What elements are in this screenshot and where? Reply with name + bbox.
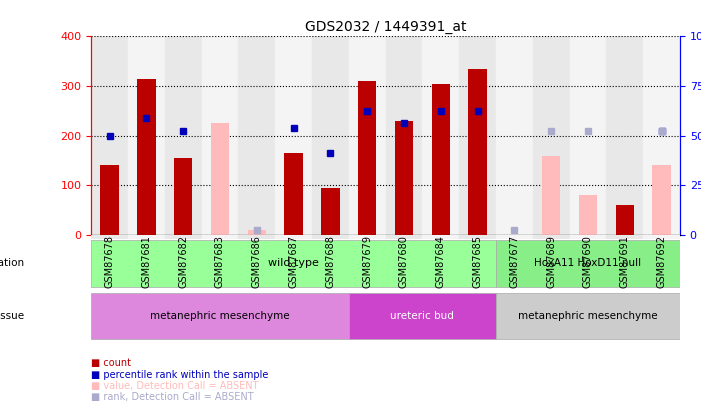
Bar: [91, 292, 349, 339]
Text: ■ count: ■ count: [91, 358, 131, 369]
Text: GSM87687: GSM87687: [289, 235, 299, 288]
Text: GSM87685: GSM87685: [472, 235, 482, 288]
Bar: [386, 235, 422, 239]
Bar: [644, 235, 680, 239]
Bar: [468, 69, 486, 235]
Bar: [422, 36, 459, 235]
Text: metanephric mesenchyme: metanephric mesenchyme: [518, 311, 658, 321]
Bar: [202, 36, 238, 235]
Text: ■ value, Detection Call = ABSENT: ■ value, Detection Call = ABSENT: [91, 381, 259, 391]
Text: GSM87681: GSM87681: [142, 235, 151, 288]
Bar: [202, 235, 238, 239]
Bar: [275, 235, 312, 239]
Bar: [91, 235, 128, 239]
Text: GSM87684: GSM87684: [436, 235, 446, 288]
Bar: [653, 165, 671, 235]
Text: metanephric mesenchyme: metanephric mesenchyme: [150, 311, 290, 321]
Text: ■ percentile rank within the sample: ■ percentile rank within the sample: [91, 370, 268, 380]
Bar: [174, 158, 192, 235]
Bar: [358, 81, 376, 235]
Bar: [349, 36, 386, 235]
Text: HoxA11 HoxD11 null: HoxA11 HoxD11 null: [534, 258, 641, 268]
Bar: [128, 235, 165, 239]
Bar: [579, 195, 597, 235]
Bar: [644, 36, 680, 235]
Text: GSM87678: GSM87678: [104, 235, 114, 288]
Text: GSM87691: GSM87691: [620, 235, 629, 288]
Bar: [275, 36, 312, 235]
Bar: [606, 235, 644, 239]
Bar: [459, 235, 496, 239]
Bar: [100, 165, 118, 235]
Bar: [165, 235, 202, 239]
Bar: [569, 235, 606, 239]
Text: genotype/variation: genotype/variation: [0, 258, 25, 268]
Bar: [459, 36, 496, 235]
Bar: [91, 36, 128, 235]
Text: GSM87680: GSM87680: [399, 235, 409, 288]
Bar: [533, 36, 570, 235]
Text: GSM87679: GSM87679: [362, 235, 372, 288]
Text: ureteric bud: ureteric bud: [390, 311, 454, 321]
Text: GSM87688: GSM87688: [325, 235, 335, 288]
Text: GSM87690: GSM87690: [583, 235, 593, 288]
Text: GSM87683: GSM87683: [215, 235, 225, 288]
Text: GSM87686: GSM87686: [252, 235, 261, 288]
Text: wild type: wild type: [268, 258, 319, 268]
Bar: [496, 36, 533, 235]
Bar: [321, 188, 339, 235]
Bar: [496, 235, 533, 239]
Bar: [312, 235, 349, 239]
Text: ■ rank, Detection Call = ABSENT: ■ rank, Detection Call = ABSENT: [91, 392, 254, 403]
Bar: [238, 235, 275, 239]
Bar: [606, 36, 644, 235]
Bar: [496, 240, 680, 287]
Bar: [91, 240, 496, 287]
Bar: [432, 83, 450, 235]
Text: tissue: tissue: [0, 311, 25, 321]
Bar: [247, 230, 266, 235]
Text: GSM87689: GSM87689: [546, 235, 556, 288]
Title: GDS2032 / 1449391_at: GDS2032 / 1449391_at: [305, 20, 466, 34]
Bar: [238, 36, 275, 235]
Bar: [165, 36, 202, 235]
Bar: [496, 292, 680, 339]
Bar: [285, 153, 303, 235]
Bar: [128, 36, 165, 235]
Bar: [395, 121, 413, 235]
Bar: [386, 36, 422, 235]
Bar: [349, 235, 386, 239]
Bar: [533, 235, 570, 239]
Bar: [569, 36, 606, 235]
Text: GSM87677: GSM87677: [510, 235, 519, 288]
Text: GSM87682: GSM87682: [178, 235, 188, 288]
Bar: [615, 205, 634, 235]
Text: GSM87692: GSM87692: [657, 235, 667, 288]
Bar: [542, 156, 560, 235]
Bar: [312, 36, 349, 235]
Bar: [349, 292, 496, 339]
Bar: [137, 79, 156, 235]
Bar: [211, 123, 229, 235]
Bar: [422, 235, 459, 239]
